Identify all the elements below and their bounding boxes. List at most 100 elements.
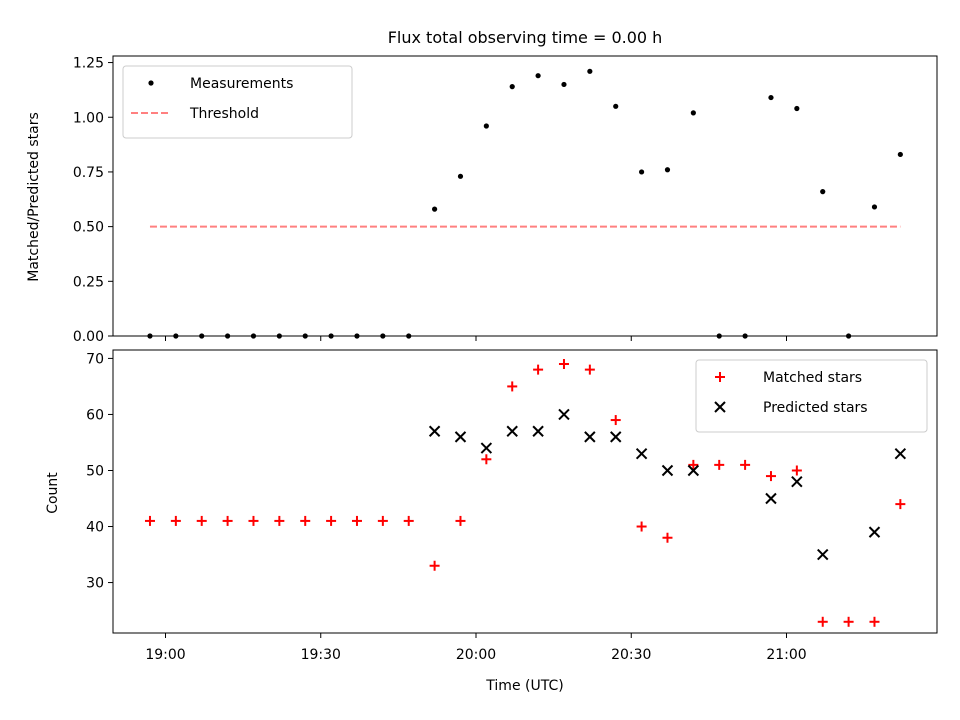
measurement-point bbox=[742, 333, 748, 339]
x-tick-label: 20:00 bbox=[456, 647, 496, 663]
matched-star-marker bbox=[274, 515, 285, 526]
matched-star-marker bbox=[765, 471, 776, 482]
matched-star-marker bbox=[610, 415, 621, 426]
measurement-point bbox=[483, 123, 489, 129]
legend-measurement-swatch bbox=[148, 80, 154, 86]
predicted-star-marker bbox=[480, 442, 493, 454]
predicted-star-marker bbox=[584, 431, 596, 443]
measurement-point bbox=[587, 68, 593, 74]
matched-star-marker bbox=[533, 364, 544, 375]
matched-star-marker bbox=[196, 515, 207, 526]
measurement-point bbox=[199, 333, 205, 339]
measurement-point bbox=[561, 81, 567, 88]
top-chart-title: Flux total observing time = 0.00 h bbox=[388, 28, 663, 47]
bottom-y-tick-label: 70 bbox=[86, 351, 104, 367]
matched-star-marker bbox=[688, 459, 699, 470]
predicted-star-marker bbox=[894, 447, 907, 460]
x-axis-label: Time (UTC) bbox=[485, 678, 563, 694]
matched-star-marker bbox=[300, 515, 311, 526]
matched-star-marker bbox=[429, 560, 440, 571]
matched-star-marker bbox=[403, 515, 414, 526]
measurement-point bbox=[328, 333, 334, 339]
predicted-star-marker bbox=[661, 464, 674, 477]
top-legend-box bbox=[122, 65, 353, 139]
measurement-point bbox=[380, 333, 386, 339]
matched-star-marker bbox=[791, 465, 802, 476]
matched-star-marker bbox=[377, 515, 388, 526]
measurement-point bbox=[897, 151, 903, 158]
legend-matched-swatch bbox=[715, 372, 725, 382]
x-tick-label: 19:00 bbox=[145, 647, 185, 663]
legend-predicted-swatch bbox=[714, 401, 726, 413]
bottom-axes-frame bbox=[112, 349, 938, 634]
measurement-point bbox=[613, 103, 619, 109]
legend-label: Matched stars bbox=[763, 370, 862, 386]
measurement-point bbox=[509, 84, 515, 90]
matched-star-marker bbox=[843, 616, 854, 627]
x-tick-label: 19:30 bbox=[301, 647, 341, 663]
measurement-point bbox=[276, 333, 282, 339]
matched-star-marker bbox=[222, 515, 233, 526]
matched-star-marker bbox=[558, 359, 569, 370]
legend-label: Predicted stars bbox=[763, 400, 868, 416]
bottom-y-axis-label: Count bbox=[45, 472, 61, 514]
matched-star-marker bbox=[455, 515, 466, 526]
matched-star-marker bbox=[714, 459, 725, 470]
matched-star-marker bbox=[584, 364, 595, 375]
matched-star-marker bbox=[740, 459, 751, 470]
measurement-point bbox=[794, 105, 800, 112]
matched-star-marker bbox=[817, 616, 828, 627]
measurement-point bbox=[457, 173, 464, 179]
measurement-point bbox=[768, 94, 774, 101]
top-axes-frame bbox=[112, 55, 938, 337]
measurement-point bbox=[225, 333, 231, 339]
matched-star-marker bbox=[326, 515, 337, 526]
matched-star-marker bbox=[507, 381, 518, 392]
predicted-star-marker bbox=[532, 425, 544, 437]
predicted-star-marker bbox=[610, 431, 622, 443]
top-y-tick-label: 1.25 bbox=[73, 56, 104, 72]
x-tick-label: 20:30 bbox=[611, 647, 651, 663]
top-plot-area: 0.00 0.25 0.50 0.75 1.00 1.25 Measurements Thre… bbox=[73, 55, 938, 345]
matched-star-marker bbox=[636, 521, 647, 532]
measurement-point bbox=[664, 167, 671, 173]
matched-star-marker bbox=[144, 515, 155, 526]
top-y-tick-label: 0.50 bbox=[73, 220, 104, 236]
predicted-star-marker bbox=[817, 548, 829, 561]
predicted-star-marker bbox=[765, 492, 777, 505]
predicted-star-marker bbox=[868, 526, 881, 538]
predicted-star-marker bbox=[454, 431, 467, 443]
predicted-star-marker bbox=[558, 408, 570, 421]
top-y-tick-label: 0.25 bbox=[73, 274, 104, 290]
matched-star-marker bbox=[248, 515, 259, 526]
bottom-y-tick-label: 40 bbox=[86, 520, 104, 536]
measurement-point bbox=[406, 333, 412, 339]
matched-star-marker bbox=[662, 532, 673, 543]
predicted-star-marker bbox=[506, 425, 518, 437]
predicted-star-marker bbox=[428, 425, 441, 437]
measurement-point bbox=[250, 333, 257, 339]
bottom-y-tick-label: 30 bbox=[86, 576, 104, 592]
measurement-point bbox=[690, 110, 696, 116]
top-y-tick-label: 0.75 bbox=[73, 165, 104, 181]
measurement-point bbox=[820, 189, 826, 195]
predicted-star-marker bbox=[791, 475, 803, 488]
legend-label: Measurements bbox=[190, 76, 293, 92]
top-y-tick-label: 0.00 bbox=[73, 329, 104, 345]
measurement-point bbox=[354, 333, 360, 339]
predicted-star-marker bbox=[687, 464, 700, 477]
measurement-point bbox=[535, 73, 541, 79]
measurement-point bbox=[639, 169, 645, 175]
bottom-plot-area: 30 40 50 60 70 19:00 19:30 20:00 20:30 21:00 Match… bbox=[86, 349, 938, 663]
top-y-axis-label: Matched/Predicted stars bbox=[26, 112, 42, 282]
bottom-legend-box bbox=[695, 359, 928, 433]
bottom-y-tick-label: 50 bbox=[86, 463, 104, 479]
measurement-point bbox=[716, 333, 722, 339]
measurement-point bbox=[147, 333, 153, 339]
matched-star-marker bbox=[869, 616, 880, 627]
bottom-y-tick-label: 60 bbox=[86, 407, 104, 423]
matched-star-marker bbox=[895, 499, 906, 510]
measurement-point bbox=[173, 333, 179, 339]
matched-star-marker bbox=[481, 454, 492, 465]
